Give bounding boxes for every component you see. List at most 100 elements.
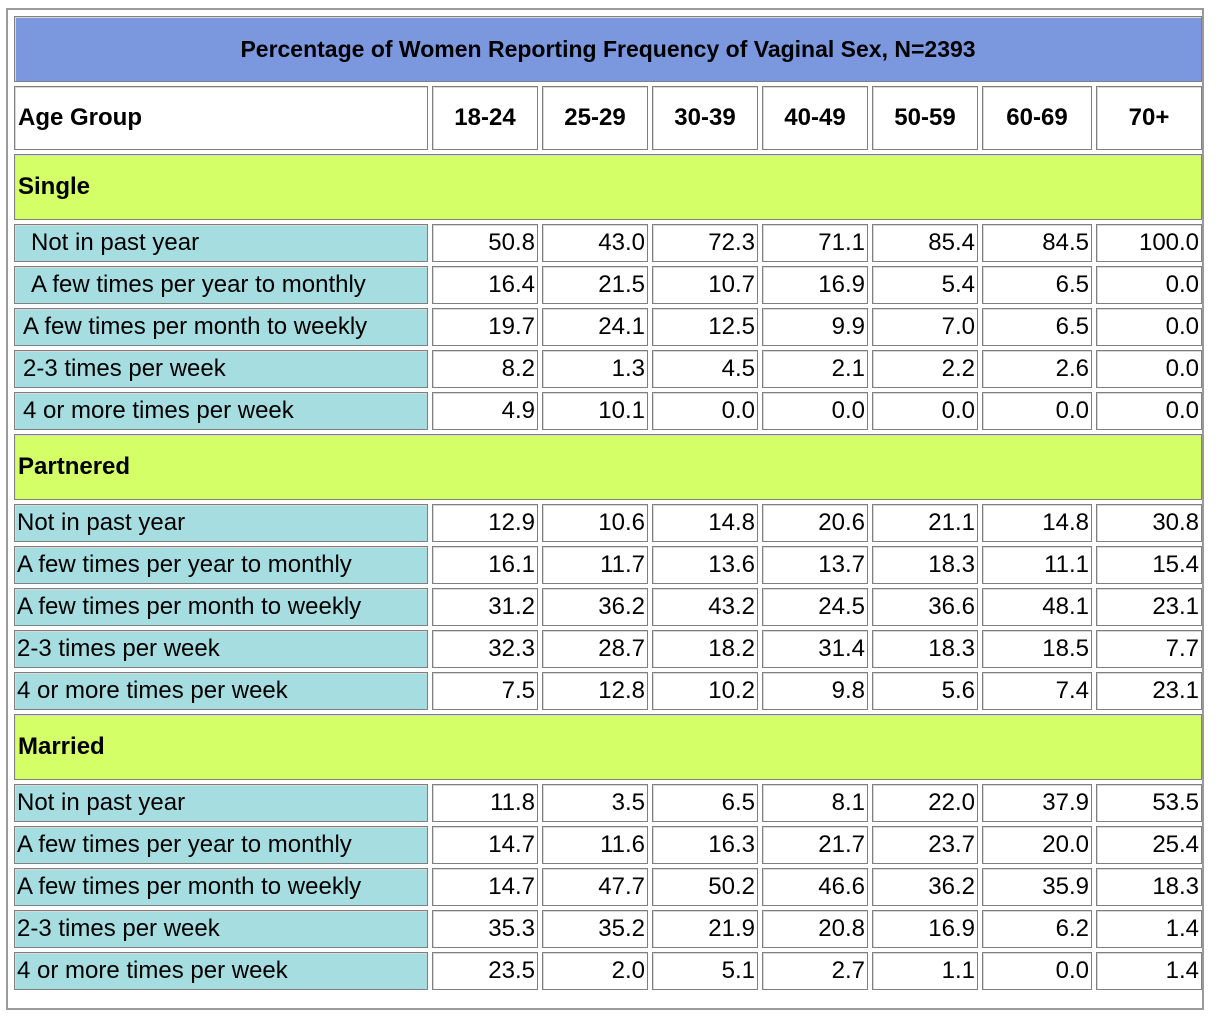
- value-cell: 9.9: [762, 308, 868, 346]
- value-cell: 23.7: [872, 826, 978, 864]
- value-cell: 6.2: [982, 910, 1092, 948]
- value-cell: 5.6: [872, 672, 978, 710]
- value-cell: 12.9: [432, 504, 538, 542]
- row-label: A few times per year to monthly: [14, 266, 428, 304]
- value-cell: 1.1: [872, 952, 978, 990]
- table-row: 4 or more times per week 23.5 2.0 5.1 2.7 1.1…: [14, 952, 1203, 990]
- value-cell: 2.1: [762, 350, 868, 388]
- row-label: A few times per month to weekly: [14, 588, 428, 626]
- value-cell: 23.1: [1096, 672, 1203, 710]
- table-row: 2-3 times per week 32.3 28.7 18.2 31.4 18.3 18…: [14, 630, 1203, 668]
- value-cell: 43.2: [652, 588, 758, 626]
- table-row: A few times per year to monthly 16.4 21.5 1…: [14, 266, 1203, 304]
- value-cell: 10.1: [542, 392, 648, 430]
- value-cell: 18.5: [982, 630, 1092, 668]
- value-cell: 30.8: [1096, 504, 1203, 542]
- value-cell: 12.8: [542, 672, 648, 710]
- value-cell: 11.7: [542, 546, 648, 584]
- value-cell: 7.4: [982, 672, 1092, 710]
- value-cell: 28.7: [542, 630, 648, 668]
- value-cell: 15.4: [1096, 546, 1203, 584]
- value-cell: 6.5: [982, 308, 1092, 346]
- row-label: A few times per year to monthly: [14, 546, 428, 584]
- value-cell: 7.5: [432, 672, 538, 710]
- column-header-70: 70+: [1096, 86, 1203, 150]
- value-cell: 21.9: [652, 910, 758, 948]
- value-cell: 25.4: [1096, 826, 1203, 864]
- header-row: Age Group 18-24 25-29 30-39 40-49 50-59 60-69…: [14, 86, 1203, 150]
- table-row: A few times per year to monthly 16.1 11.7 1…: [14, 546, 1203, 584]
- table-row: A few times per month to weekly 14.7 47.7 5…: [14, 868, 1203, 906]
- value-cell: 10.6: [542, 504, 648, 542]
- value-cell: 16.9: [872, 910, 978, 948]
- value-cell: 21.7: [762, 826, 868, 864]
- row-label: 4 or more times per week: [14, 672, 428, 710]
- value-cell: 31.4: [762, 630, 868, 668]
- row-label: 2-3 times per week: [14, 350, 428, 388]
- value-cell: 46.6: [762, 868, 868, 906]
- value-cell: 20.8: [762, 910, 868, 948]
- column-header-40-49: 40-49: [762, 86, 868, 150]
- value-cell: 85.4: [872, 224, 978, 262]
- value-cell: 7.7: [1096, 630, 1203, 668]
- value-cell: 53.5: [1096, 784, 1203, 822]
- value-cell: 14.7: [432, 868, 538, 906]
- title-row: Percentage of Women Reporting Frequency …: [14, 16, 1203, 82]
- column-header-18-24: 18-24: [432, 86, 538, 150]
- value-cell: 6.5: [982, 266, 1092, 304]
- value-cell: 3.5: [542, 784, 648, 822]
- value-cell: 0.0: [1096, 392, 1203, 430]
- value-cell: 16.4: [432, 266, 538, 304]
- table-row: 2-3 times per week 35.3 35.2 21.9 20.8 16.9 6.…: [14, 910, 1203, 948]
- value-cell: 24.1: [542, 308, 648, 346]
- value-cell: 0.0: [762, 392, 868, 430]
- value-cell: 35.9: [982, 868, 1092, 906]
- value-cell: 72.3: [652, 224, 758, 262]
- table-row: A few times per month to weekly 19.7 24.1 1…: [14, 308, 1203, 346]
- value-cell: 71.1: [762, 224, 868, 262]
- value-cell: 32.3: [432, 630, 538, 668]
- value-cell: 11.8: [432, 784, 538, 822]
- table-title: Percentage of Women Reporting Frequency …: [14, 16, 1203, 82]
- value-cell: 36.6: [872, 588, 978, 626]
- value-cell: 24.5: [762, 588, 868, 626]
- value-cell: 14.8: [982, 504, 1092, 542]
- table-row: 2-3 times per week 8.2 1.3 4.5 2.1 2.2 2.6 0.0: [14, 350, 1203, 388]
- column-header-60-69: 60-69: [982, 86, 1092, 150]
- section-row: Single: [14, 154, 1203, 220]
- table-frame: Percentage of Women Reporting Frequency …: [6, 8, 1204, 1010]
- value-cell: 22.0: [872, 784, 978, 822]
- table-row: Not in past year 50.8 43.0 72.3 71.1 85.4 84.5…: [14, 224, 1203, 262]
- value-cell: 19.7: [432, 308, 538, 346]
- value-cell: 13.6: [652, 546, 758, 584]
- value-cell: 4.5: [652, 350, 758, 388]
- value-cell: 5.4: [872, 266, 978, 304]
- value-cell: 0.0: [1096, 308, 1203, 346]
- row-label: A few times per year to monthly: [14, 826, 428, 864]
- table-row: 4 or more times per week 7.5 12.8 10.2 9.8 5.…: [14, 672, 1203, 710]
- row-label: 2-3 times per week: [14, 910, 428, 948]
- value-cell: 36.2: [872, 868, 978, 906]
- value-cell: 50.2: [652, 868, 758, 906]
- section-label: Single: [14, 154, 1203, 220]
- row-label: 4 or more times per week: [14, 952, 428, 990]
- value-cell: 48.1: [982, 588, 1092, 626]
- value-cell: 0.0: [982, 392, 1092, 430]
- row-label: Not in past year: [14, 224, 428, 262]
- row-label: A few times per month to weekly: [14, 868, 428, 906]
- value-cell: 14.7: [432, 826, 538, 864]
- section-label: Married: [14, 714, 1203, 780]
- value-cell: 0.0: [872, 392, 978, 430]
- value-cell: 1.4: [1096, 910, 1203, 948]
- value-cell: 20.0: [982, 826, 1092, 864]
- value-cell: 21.1: [872, 504, 978, 542]
- value-cell: 10.7: [652, 266, 758, 304]
- value-cell: 11.1: [982, 546, 1092, 584]
- table-row: 4 or more times per week 4.9 10.1 0.0 0.0 0.0…: [14, 392, 1203, 430]
- value-cell: 4.9: [432, 392, 538, 430]
- value-cell: 8.1: [762, 784, 868, 822]
- row-label: 2-3 times per week: [14, 630, 428, 668]
- value-cell: 18.3: [872, 546, 978, 584]
- value-cell: 12.5: [652, 308, 758, 346]
- value-cell: 36.2: [542, 588, 648, 626]
